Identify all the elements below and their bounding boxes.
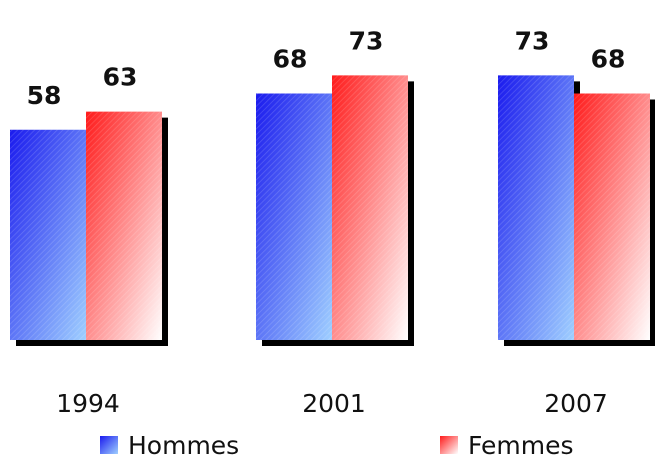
value-label-hommes-1994: 58 — [27, 81, 62, 110]
bar-texture-hommes-2001 — [256, 93, 332, 340]
category-axis: 1994 2001 2007 — [56, 389, 608, 418]
value-label-femmes-1994: 63 — [103, 63, 138, 92]
legend-swatch-femmes — [440, 436, 458, 454]
category-label-2001: 2001 — [302, 389, 366, 418]
bars-layer — [10, 75, 655, 346]
bar-texture-femmes-2007 — [574, 93, 650, 340]
bar-texture-femmes-1994 — [86, 111, 162, 340]
bar-texture-hommes-2007 — [498, 75, 574, 340]
value-label-femmes-2001: 73 — [349, 26, 384, 55]
category-label-2007: 2007 — [544, 389, 608, 418]
bar-texture-femmes-2001 — [332, 75, 408, 340]
legend-label-femmes: Femmes — [468, 431, 574, 460]
legend-swatch-hommes — [100, 436, 118, 454]
value-label-hommes-2007: 73 — [515, 26, 550, 55]
value-label-femmes-2007: 68 — [591, 45, 626, 74]
bar-texture-hommes-1994 — [10, 129, 86, 340]
legend-label-hommes: Hommes — [128, 431, 239, 460]
value-label-hommes-2001: 68 — [273, 45, 308, 74]
legend: Hommes Femmes — [100, 431, 574, 460]
value-labels-layer: 58 63 68 73 73 68 — [27, 26, 626, 109]
category-label-1994: 1994 — [56, 389, 120, 418]
